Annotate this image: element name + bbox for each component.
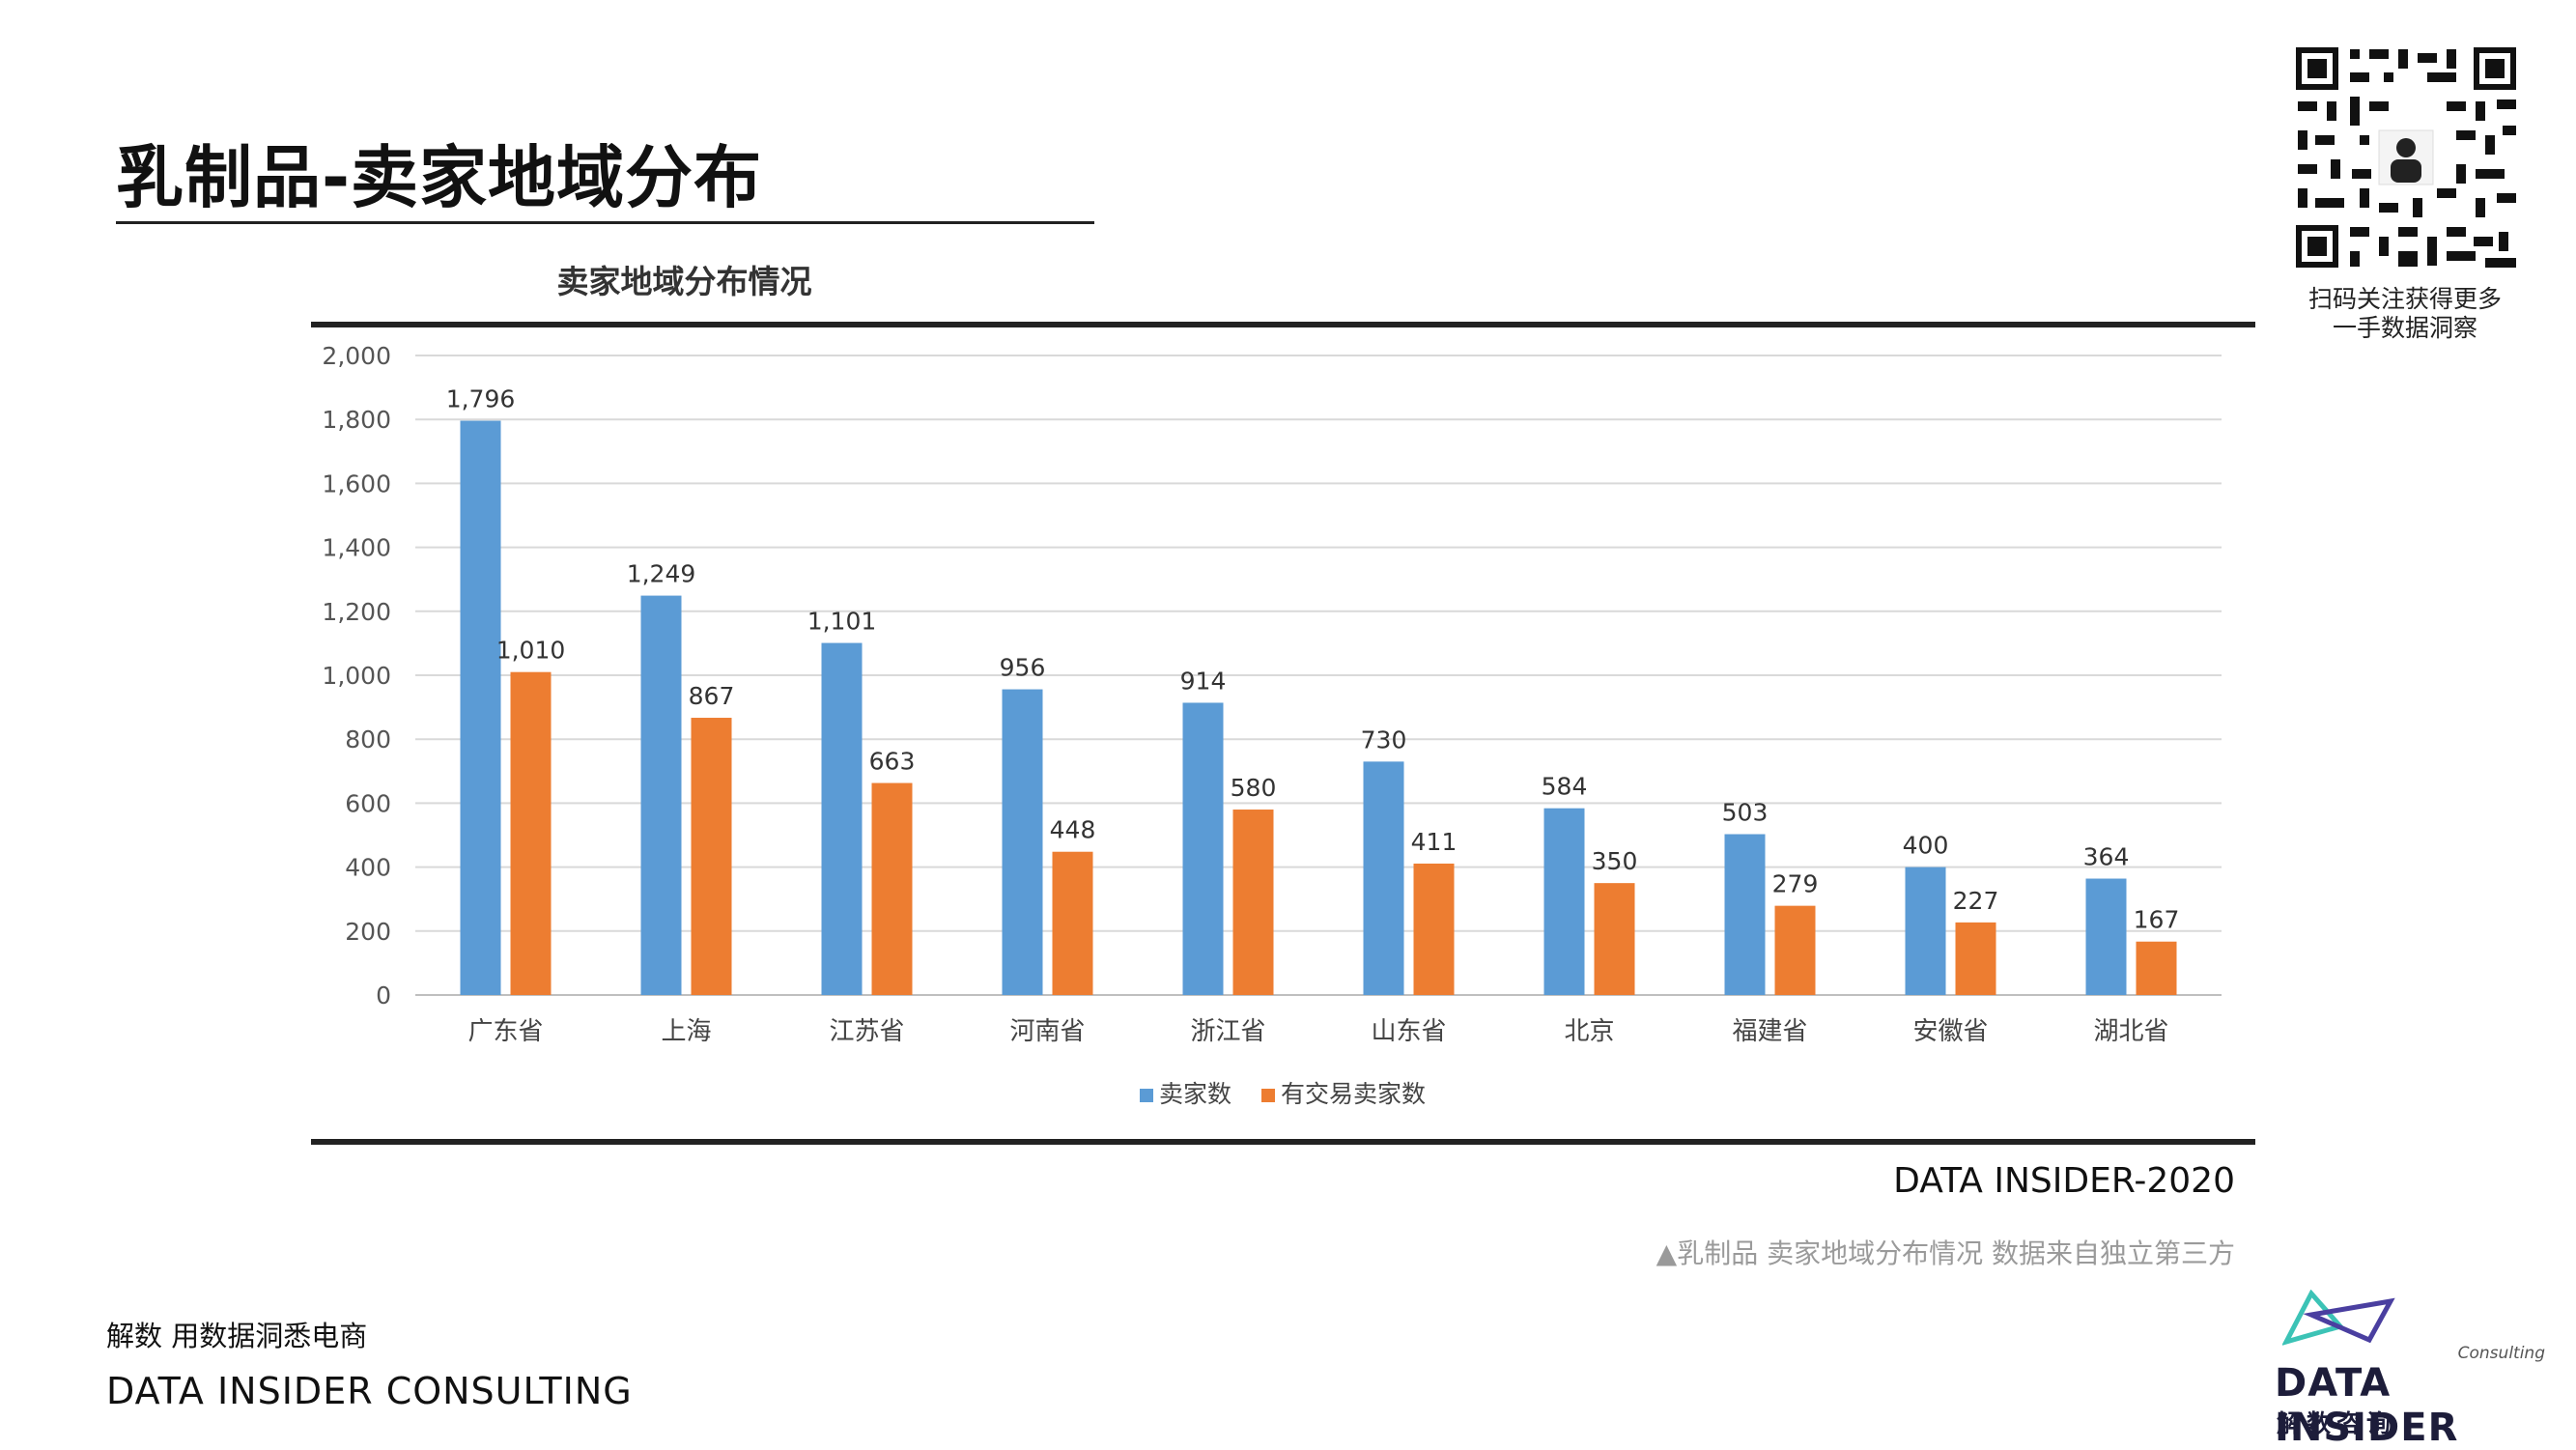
x-tick-label: 河南省 (1009, 1017, 1085, 1046)
bar-sellers (1543, 808, 1585, 995)
data-label: 580 (1231, 774, 1277, 802)
qr-code-icon (2292, 43, 2520, 271)
y-tick-label: 400 (345, 854, 391, 882)
data-label: 914 (1180, 667, 1227, 695)
y-tick-label: 1,800 (322, 406, 391, 434)
legend-label: 有交易卖家数 (1281, 1080, 1426, 1108)
source-label: DATA INSIDER-2020 (1893, 1161, 2235, 1201)
data-label: 1,010 (496, 637, 566, 665)
chart-title: 卖家地域分布情况 (556, 263, 812, 300)
legend-label: 卖家数 (1159, 1080, 1231, 1108)
y-tick-label: 1,200 (322, 598, 391, 626)
qr-caption-line2: 一手数据洞察 (2332, 314, 2477, 342)
data-label: 350 (1592, 847, 1638, 875)
data-label: 364 (2083, 843, 2130, 871)
x-tick-label: 上海 (661, 1017, 711, 1046)
y-tick-label: 0 (376, 981, 391, 1009)
x-tick-label: 福建省 (1732, 1017, 1807, 1046)
x-tick-label: 北京 (1564, 1017, 1614, 1046)
logo-name: DATA INSIDER (2275, 1361, 2459, 1450)
data-label: 1,101 (807, 608, 877, 636)
y-tick-label: 2,000 (322, 342, 391, 370)
bar-active-sellers (1594, 883, 1635, 995)
x-tick-label: 广东省 (467, 1017, 543, 1046)
bar-active-sellers (1413, 863, 1455, 995)
x-tick-label: 浙江省 (1190, 1017, 1265, 1046)
legend-swatch (1261, 1089, 1275, 1102)
source-note: ▲乳制品 卖家地域分布情况 数据来自独立第三方 (1656, 1237, 2235, 1269)
bar-active-sellers (1052, 851, 1093, 995)
bar-active-sellers (1232, 810, 1274, 995)
data-label: 503 (1722, 799, 1769, 827)
bar-active-sellers (871, 782, 913, 995)
logo-consulting: Consulting (2457, 1344, 2545, 1363)
x-tick-label: 湖北省 (2093, 1017, 2168, 1046)
data-label: 227 (1953, 887, 1999, 915)
data-label: 167 (2134, 906, 2180, 934)
bar-sellers (1724, 834, 1766, 995)
y-tick-label: 600 (345, 789, 391, 817)
qr-caption: 扫码关注获得更多 一手数据洞察 (2260, 285, 2550, 343)
data-label: 279 (1772, 870, 1819, 898)
logo-mark-icon (2282, 1290, 2395, 1346)
data-label: 867 (689, 682, 735, 710)
bar-sellers (1905, 867, 1946, 995)
bar-sellers (821, 642, 863, 995)
brand-logo: Consulting DATA INSIDER 解数咨询 (2275, 1290, 2545, 1450)
page-title: 乳制品-卖家地域分布 (116, 138, 763, 217)
legend-swatch (1140, 1089, 1153, 1102)
bar-sellers (1363, 761, 1404, 995)
x-tick-label: 山东省 (1371, 1017, 1446, 1046)
footer-company: DATA INSIDER CONSULTING (106, 1370, 633, 1412)
y-tick-label: 800 (345, 725, 391, 753)
qr-caption-line1: 扫码关注获得更多 (2307, 285, 2502, 313)
logo-cn: 解数咨询 (2277, 1409, 2397, 1437)
data-label: 411 (1411, 828, 1458, 856)
data-label: 584 (1542, 773, 1588, 801)
data-label: 1,796 (446, 385, 516, 413)
bar-sellers (1002, 689, 1043, 995)
y-tick-label: 1,600 (322, 469, 391, 498)
bar-active-sellers (2136, 941, 2177, 995)
data-label: 956 (1000, 654, 1046, 682)
x-tick-label: 江苏省 (829, 1017, 904, 1046)
y-tick-label: 200 (345, 918, 391, 946)
footer-tagline: 解数 用数据洞悉电商 (106, 1320, 368, 1352)
bar-active-sellers (1955, 922, 1996, 995)
data-label: 400 (1903, 832, 1949, 860)
data-label: 730 (1361, 725, 1407, 753)
data-label: 663 (869, 748, 916, 776)
x-tick-label: 安徽省 (1912, 1017, 1988, 1046)
data-label: 1,249 (627, 560, 696, 588)
y-tick-label: 1,400 (322, 534, 391, 562)
bar-sellers (2085, 878, 2127, 995)
bar-sellers (460, 420, 501, 995)
bar-sellers (1182, 702, 1224, 995)
bar-active-sellers (691, 718, 732, 995)
bar-active-sellers (1774, 905, 1816, 995)
title-divider (116, 221, 1094, 224)
data-label: 448 (1050, 816, 1096, 844)
bar-sellers (640, 595, 682, 995)
y-tick-label: 1,000 (322, 662, 391, 690)
bar-active-sellers (510, 671, 552, 995)
